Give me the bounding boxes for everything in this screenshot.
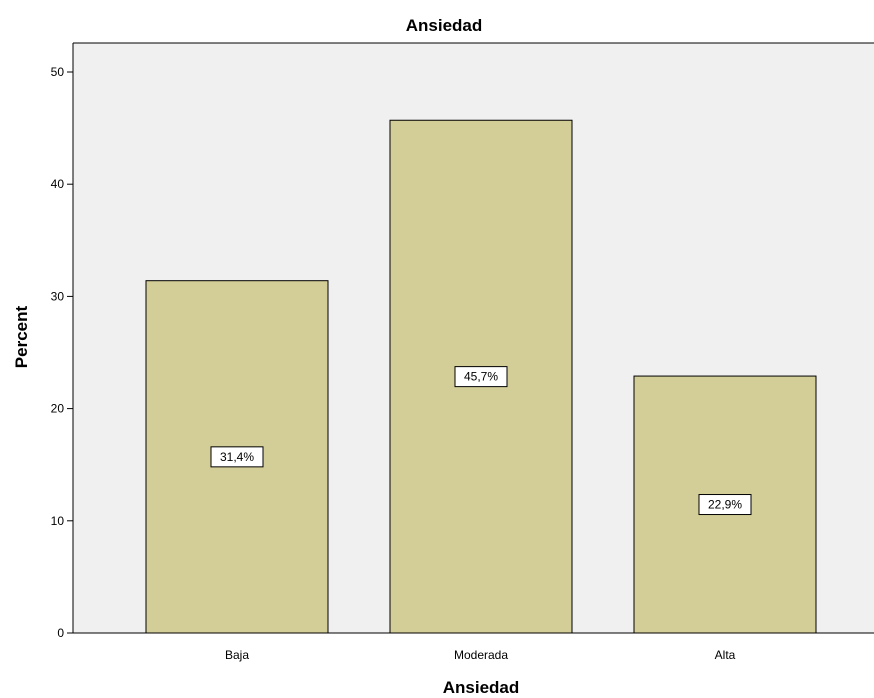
- x-tick-label: Moderada: [454, 648, 508, 662]
- y-tick-label: 10: [51, 514, 65, 528]
- data-label: 31,4%: [210, 446, 264, 468]
- axes: 0 10 20 30 40 50: [51, 42, 874, 640]
- y-tick-label: 30: [51, 289, 65, 303]
- y-tick-label: 50: [51, 65, 65, 79]
- x-tick-label: Alta: [715, 648, 736, 662]
- chart-title: Ansiedad: [406, 16, 483, 35]
- data-label: 22,9%: [698, 494, 752, 516]
- x-axis-title: Ansiedad: [443, 678, 520, 697]
- data-label-box: [698, 494, 752, 516]
- data-label-text: 45,7%: [464, 370, 498, 384]
- y-axis-title: Percent: [12, 305, 31, 368]
- y-tick-label: 40: [51, 177, 65, 191]
- data-label-text: 31,4%: [220, 450, 254, 464]
- y-tick-label: 0: [57, 626, 64, 640]
- data-label-text: 22,9%: [708, 498, 742, 512]
- x-tick-label: Baja: [225, 648, 249, 662]
- bars: 31,4% Baja 45,7% Moderada 22,9% Alta: [145, 119, 817, 662]
- data-label-box: [454, 366, 508, 388]
- y-tick-label: 20: [51, 402, 65, 416]
- data-label-box: [210, 446, 264, 468]
- data-label: 45,7%: [454, 366, 508, 388]
